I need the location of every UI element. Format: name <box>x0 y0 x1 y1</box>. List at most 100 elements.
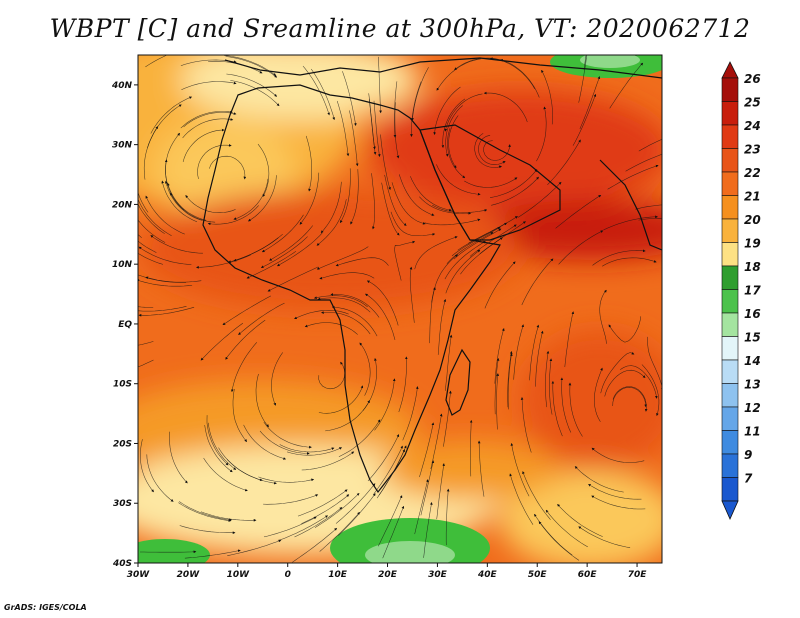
streamline <box>557 503 603 537</box>
streamline <box>150 235 203 254</box>
streamline <box>535 330 544 387</box>
map-title: WBPT [C] and Sreamline at 300hPa, VT: 20… <box>49 14 751 43</box>
colorbar-segment <box>721 101 739 126</box>
streamline <box>444 241 486 280</box>
streamline <box>230 342 258 393</box>
streamline <box>243 424 287 460</box>
streamline <box>638 218 662 221</box>
streamline <box>608 316 642 343</box>
streamline <box>317 297 371 313</box>
streamline <box>635 204 662 210</box>
x-tick-label: 20W <box>177 570 201 580</box>
streamline <box>460 237 503 275</box>
streamline <box>491 176 539 206</box>
streamline <box>319 272 375 280</box>
streamline <box>469 224 517 257</box>
streamline <box>433 86 461 135</box>
streamline <box>200 322 244 361</box>
southeast-amber-zone <box>500 470 662 563</box>
colorbar-segment <box>721 312 739 337</box>
streamline <box>600 351 635 394</box>
streamline <box>203 457 248 492</box>
streamline <box>574 466 624 493</box>
streamline <box>267 266 319 292</box>
colorbar-label: 17 <box>744 284 761 298</box>
streamline <box>319 511 360 552</box>
colorbar-label: 7 <box>744 472 753 486</box>
x-tick-label: 70E <box>628 570 648 580</box>
streamline <box>429 287 436 344</box>
streamline <box>612 387 647 408</box>
colorbar-segment <box>721 430 739 455</box>
streamline <box>138 191 149 213</box>
map-frame <box>137 54 663 564</box>
streamline <box>338 493 376 536</box>
streamline <box>568 382 583 437</box>
x-tick-label: 30W <box>127 570 151 580</box>
field-blobs <box>138 55 662 563</box>
streamline <box>507 353 513 410</box>
arabia-coastline <box>419 124 561 241</box>
streamline <box>227 539 282 556</box>
streamline <box>222 295 272 326</box>
streamline <box>292 527 338 563</box>
streamline <box>140 439 154 493</box>
streamline <box>335 483 376 524</box>
y-tick-label: 20N <box>112 200 133 210</box>
streamline <box>209 155 247 180</box>
streamline <box>409 266 415 323</box>
streamline <box>349 110 359 167</box>
streamline <box>520 397 532 453</box>
streamline <box>446 232 494 264</box>
streamline <box>170 192 216 223</box>
streamline <box>331 305 378 337</box>
india-coastline <box>599 159 662 251</box>
streamline <box>441 98 466 148</box>
streamline <box>314 492 360 528</box>
streamline <box>301 451 355 471</box>
streamline <box>185 195 236 213</box>
streamline <box>371 173 375 230</box>
colorbar-label: 25 <box>744 96 761 110</box>
streamline <box>430 413 443 470</box>
streamline <box>477 440 485 497</box>
streamline <box>384 174 407 226</box>
streamline <box>226 459 277 485</box>
x-tick-label: 10E <box>328 570 348 580</box>
streamline <box>169 431 188 484</box>
streamline <box>318 385 364 414</box>
streamline <box>414 479 429 535</box>
streamline <box>150 96 193 134</box>
streamline <box>138 274 187 283</box>
streamline <box>164 180 203 221</box>
streamline <box>206 415 229 466</box>
streamline <box>494 328 505 384</box>
colorbar-segment <box>721 218 739 243</box>
streamline <box>145 55 168 68</box>
colorbar-segment <box>721 171 739 196</box>
streamline <box>638 138 662 152</box>
streamline <box>374 378 396 431</box>
europe-coastline <box>224 57 662 79</box>
streamline <box>184 549 241 559</box>
streamline <box>490 169 538 198</box>
x-tick-label: 60E <box>578 570 598 580</box>
streamline <box>207 205 259 226</box>
streamline <box>232 388 247 443</box>
streamline <box>321 311 371 335</box>
streamline <box>263 421 312 449</box>
streamline <box>541 69 553 125</box>
streamline <box>138 302 139 303</box>
colorbar-label: 22 <box>744 166 761 180</box>
colorbar-label: 19 <box>744 237 761 251</box>
streamline <box>277 232 323 267</box>
central-red-orange <box>140 190 520 310</box>
streamline <box>423 502 433 558</box>
x-tick-label: 20E <box>378 570 398 580</box>
colorbar-bottom-arrow <box>721 500 739 520</box>
streamline <box>538 521 580 561</box>
x-tick-label: 10W <box>227 570 251 580</box>
streamline <box>510 442 530 497</box>
indian-ocean-red-orange <box>520 330 662 470</box>
